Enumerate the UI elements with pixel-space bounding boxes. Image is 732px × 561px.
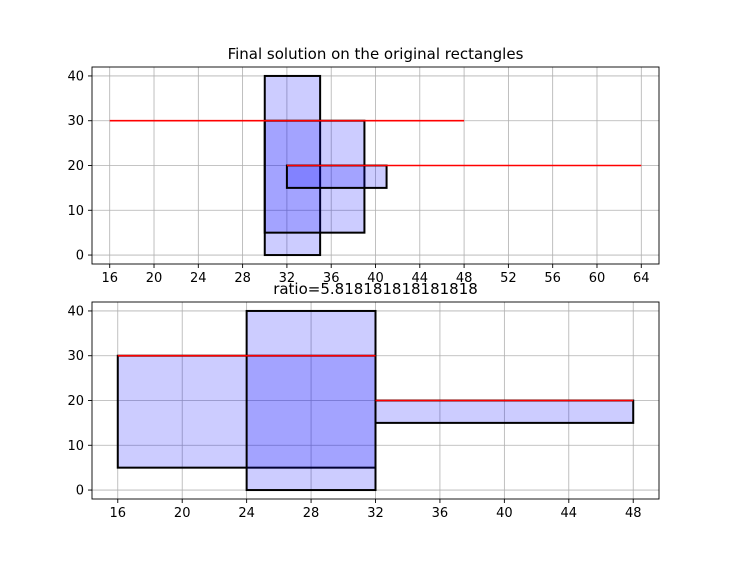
- y-tick-label: 30: [67, 114, 84, 129]
- y-tick-label: 0: [76, 484, 84, 499]
- y-tick-label: 0: [76, 249, 84, 264]
- y-tick-label: 30: [67, 349, 84, 364]
- x-tick-label: 56: [544, 271, 561, 286]
- chart-title: Final solution on the original rectangle…: [228, 45, 524, 63]
- chart-1: 16 20 24 28 32 36 40 44 48 52 56 60 64 0 10 20 30 40 Final…: [67, 45, 660, 286]
- x-tick-label: 52: [500, 271, 517, 286]
- rect-fill: [246, 310, 376, 491]
- x-tick-label: 28: [303, 506, 320, 521]
- x-tick-label: 36: [432, 506, 449, 521]
- x-tick-label: 48: [456, 271, 473, 286]
- y-tick-label: 10: [67, 204, 84, 219]
- y-tick-label: 40: [67, 69, 84, 84]
- rect-fill: [375, 400, 634, 423]
- x-tick-label: 48: [625, 506, 642, 521]
- rect-fill: [264, 120, 365, 233]
- x-tick-label: 44: [561, 506, 578, 521]
- y-tick-label: 20: [67, 159, 84, 174]
- rect-fill: [286, 165, 387, 188]
- x-tick-label: 20: [146, 271, 163, 286]
- x-tick-label: 24: [190, 271, 207, 286]
- x-tick-label: 16: [101, 271, 118, 286]
- x-tick-label: 16: [109, 506, 126, 521]
- x-tick-label: 28: [234, 271, 251, 286]
- x-tick-label: 24: [238, 506, 255, 521]
- x-tick-label: 40: [496, 506, 513, 521]
- x-tick-label: 20: [174, 506, 191, 521]
- x-tick-label: 64: [633, 271, 650, 286]
- x-tick-label: 44: [412, 271, 429, 286]
- x-tick-label: 32: [367, 506, 384, 521]
- x-tick-label: 32: [279, 271, 296, 286]
- x-tick-label: 60: [589, 271, 606, 286]
- y-tick-label: 20: [67, 394, 84, 409]
- x-tick-label: 36: [323, 271, 340, 286]
- x-tick-label: 40: [367, 271, 384, 286]
- chart-title: ratio=5.818181818181818: [273, 280, 478, 298]
- chart-2: 16 20 24 28 32 36 40 44 48 0 10 20 30 40 ratio=5.81818…: [67, 280, 660, 521]
- y-tick-label: 40: [67, 304, 84, 319]
- y-tick-label: 10: [67, 439, 84, 454]
